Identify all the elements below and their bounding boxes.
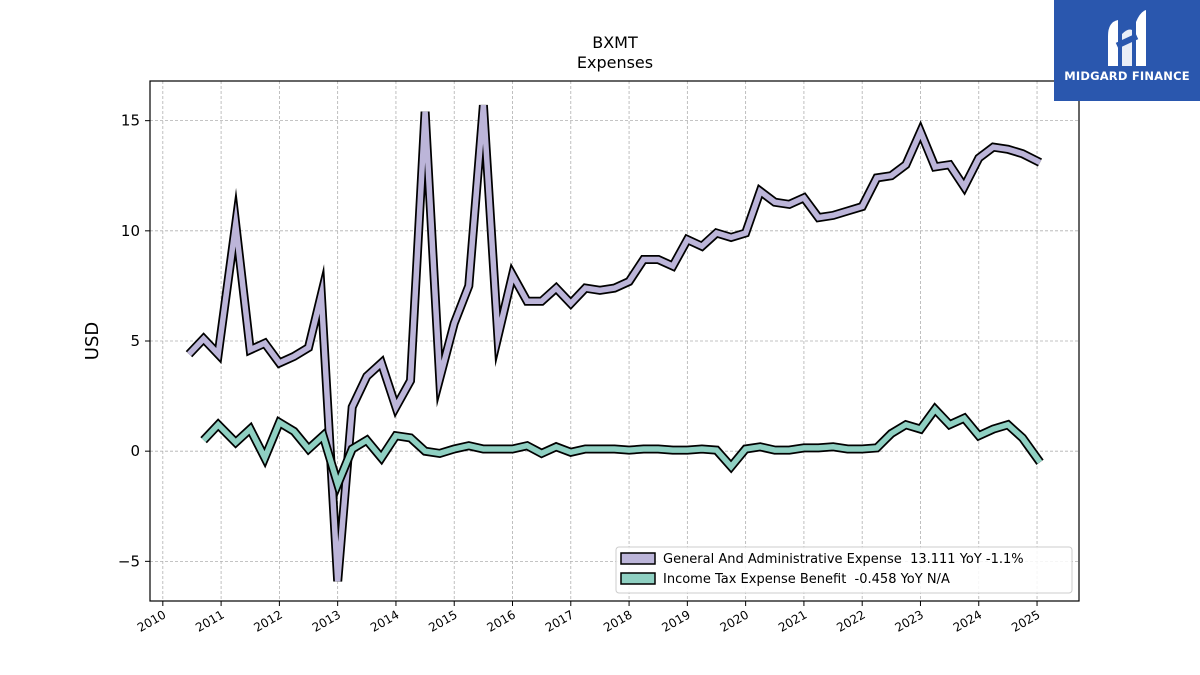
x-tick-label: 2014 (368, 607, 401, 634)
y-tick-label: 5 (130, 332, 140, 350)
x-tick-label: 2017 (543, 607, 576, 634)
brand-logo: MIDGARD FINANCE (1054, 0, 1200, 101)
x-tick-label: 2021 (776, 607, 809, 634)
y-axis-label: USD (82, 322, 103, 360)
series-layer (185, 104, 1044, 582)
x-tick-label: 2024 (951, 607, 984, 634)
x-tick-label: 2023 (893, 607, 926, 634)
series-outline-0 (185, 104, 1043, 582)
x-tick-label: 2016 (485, 607, 518, 634)
x-tick-label: 2022 (834, 607, 867, 634)
chart-subtitle: Expenses (577, 53, 653, 72)
x-tick-label: 2018 (601, 607, 634, 634)
legend-swatch (620, 572, 656, 585)
legend-box (615, 546, 1073, 594)
y-tick-label: 15 (121, 112, 140, 130)
y-tick-label: −5 (118, 552, 140, 570)
y-tick-label: 10 (121, 222, 140, 240)
series-line-0 (187, 104, 1042, 582)
logo-mark-icon (1108, 10, 1146, 66)
legend-label: Income Tax Expense Benefit -0.458 YoY N/… (663, 572, 950, 587)
x-tick-label: 2020 (718, 607, 751, 634)
x-tick-label: 2013 (310, 607, 343, 634)
plot-frame (149, 80, 1080, 602)
x-tick-label: 2025 (1009, 607, 1042, 634)
chart-title: BXMT (592, 33, 638, 52)
series-line-1 (201, 405, 1043, 493)
grid (150, 81, 1079, 601)
x-tick-label: 2012 (251, 607, 284, 634)
legend: General And Administrative Expense 13.11… (615, 546, 1073, 594)
logo-text: MIDGARD FINANCE (1064, 69, 1190, 83)
x-tick-label: 2019 (659, 607, 692, 634)
x-tick-label: 2011 (193, 607, 226, 634)
y-tick-label: 0 (130, 442, 140, 460)
x-tick-label: 2015 (426, 607, 459, 634)
legend-label: General And Administrative Expense 13.11… (663, 552, 1024, 567)
x-tick-label: 2010 (135, 607, 168, 634)
legend-swatch (620, 552, 656, 565)
